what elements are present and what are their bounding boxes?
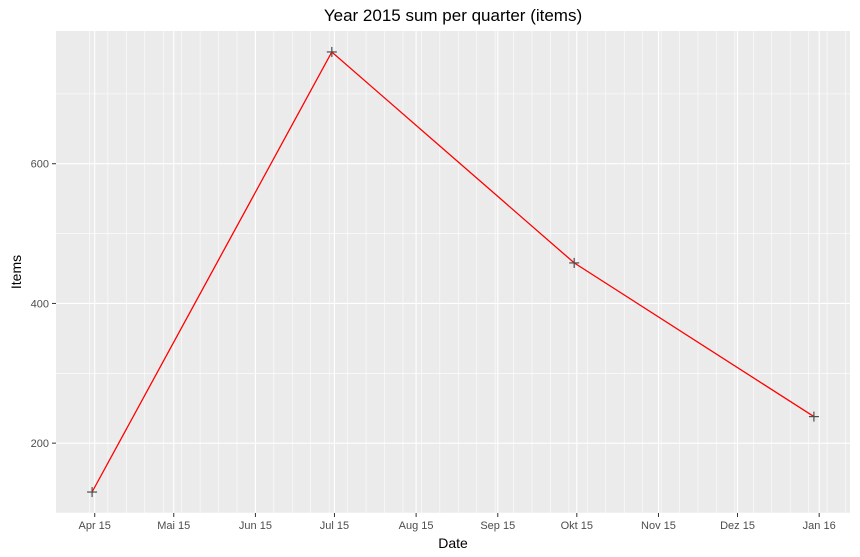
data-point-marker (326, 46, 337, 57)
x-tick-label: Sep 15 (480, 520, 515, 532)
data-point-marker (808, 411, 819, 422)
data-point-marker (569, 257, 580, 268)
y-axis-title: Items (8, 255, 24, 289)
x-axis-title: Date (438, 535, 468, 551)
x-tick-label: Mai 15 (157, 520, 190, 532)
x-tick-label: Nov 15 (641, 520, 676, 532)
x-tick-label: Jan 16 (803, 520, 836, 532)
y-tick-label: 600 (31, 159, 49, 171)
x-tick-label: Dez 15 (720, 520, 755, 532)
series-line (91, 50, 815, 493)
series-layer (87, 46, 819, 498)
x-tick-label: Jul 15 (320, 520, 349, 532)
x-tick-label: Okt 15 (561, 520, 593, 532)
data-point-marker (87, 487, 98, 498)
chart-title: Year 2015 sum per quarter (items) (324, 6, 582, 25)
x-tick-label: Apr 15 (79, 520, 111, 532)
minor-gridlines (56, 31, 850, 514)
x-tick-label: Aug 15 (399, 520, 434, 532)
y-tick-label: 400 (31, 298, 49, 310)
x-tick-label: Jun 15 (239, 520, 272, 532)
y-tick-label: 200 (31, 438, 49, 450)
plot-panel (56, 31, 850, 513)
major-gridlines (56, 31, 850, 513)
axes-layer: Apr 15 Mai 15 Jun 15 Jul 15 Aug 15 Sep 15 Okt … (31, 159, 836, 532)
